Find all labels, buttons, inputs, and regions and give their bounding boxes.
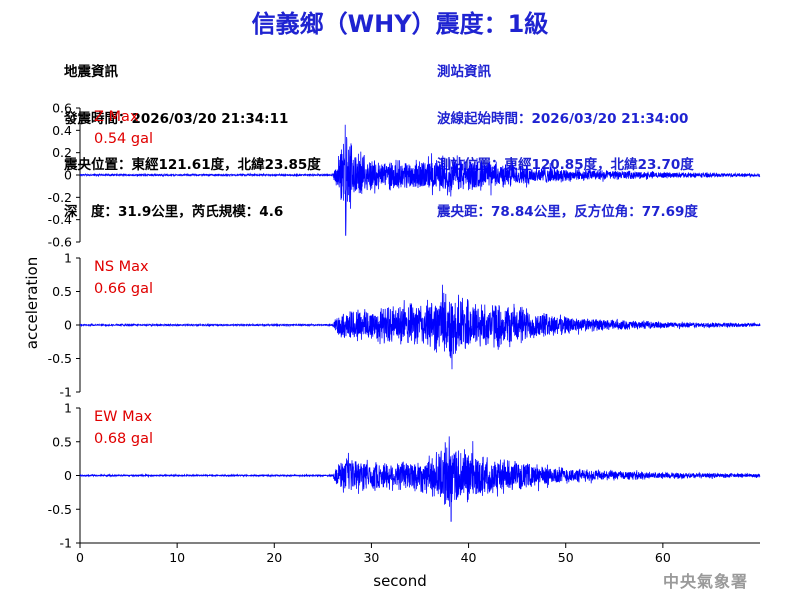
x-tick-label: 40 <box>461 550 477 565</box>
z-y-tick-label: 0.4 <box>52 123 72 138</box>
x-tick-label: 60 <box>655 550 671 565</box>
ns-y-tick-label: 1 <box>64 251 72 266</box>
ns-y-tick-label: 0 <box>64 318 72 333</box>
quake-info-heading: 地震資訊 <box>64 64 118 80</box>
station-info-block: 測站資訊 波線起始時間：2026/03/20 21:34:00 測站位置：東經1… <box>437 34 698 236</box>
quake-info-block: 地震資訊 發震時間：2026/03/20 21:34:11 震央位置：東經121… <box>64 34 321 236</box>
distance-azimuth: 震央距：78.84公里，反方位角：77.69度 <box>437 203 698 220</box>
ns-y-tick-label: -1 <box>60 385 72 400</box>
ew-waveform-series <box>79 436 761 522</box>
x-tick-label: 0 <box>76 550 84 565</box>
ew-y-tick-label: 0.5 <box>52 434 72 449</box>
x-tick-label: 50 <box>558 550 574 565</box>
z-max-label: Z Max <box>94 109 139 125</box>
origin-time: 發震時間：2026/03/20 21:34:11 <box>64 110 289 127</box>
ns-max-label: NS Max <box>94 259 149 275</box>
ew-max-label: EW Max <box>94 409 153 425</box>
x-tick-label: 30 <box>363 550 379 565</box>
z-y-tick-label: -0.6 <box>48 235 72 250</box>
epicenter-location: 震央位置：東經121.61度，北緯23.85度 <box>64 157 321 173</box>
station-info-heading: 測站資訊 <box>437 64 491 80</box>
record-start-time: 波線起始時間：2026/03/20 21:34:00 <box>437 110 689 127</box>
z-max-value: 0.54 gal <box>94 131 153 147</box>
ew-y-tick-label: 1 <box>64 401 72 416</box>
z-y-tick-label: 0.6 <box>52 101 72 116</box>
ew-max-value: 0.68 gal <box>94 431 153 447</box>
z-y-tick-label: 0.2 <box>52 145 72 160</box>
chart-title: 信義鄉（WHY）震度：1級 <box>251 10 549 38</box>
depth-magnitude: 深 度：31.9公里，芮氏規模：4.6 <box>64 203 284 220</box>
ns-y-tick-label: 0.5 <box>52 284 72 299</box>
z-waveform-series <box>79 124 761 236</box>
agency-credit: 中央氣象署 <box>662 572 748 591</box>
x-tick-label: 10 <box>169 550 185 565</box>
z-y-tick-label: 0 <box>64 168 72 183</box>
ns-waveform-series <box>79 284 761 370</box>
x-axis-label: second <box>373 572 427 590</box>
x-tick-label: 20 <box>266 550 282 565</box>
z-y-tick-label: -0.4 <box>48 212 72 227</box>
ns-y-tick-label: -0.5 <box>48 351 72 366</box>
ns-max-value: 0.66 gal <box>94 281 153 297</box>
ew-y-tick-label: 0 <box>64 468 72 483</box>
ew-y-tick-label: -0.5 <box>48 502 72 517</box>
y-axis-label: acceleration <box>23 257 41 349</box>
ew-y-tick-label: -1 <box>60 536 72 551</box>
z-y-tick-label: -0.2 <box>48 190 72 205</box>
